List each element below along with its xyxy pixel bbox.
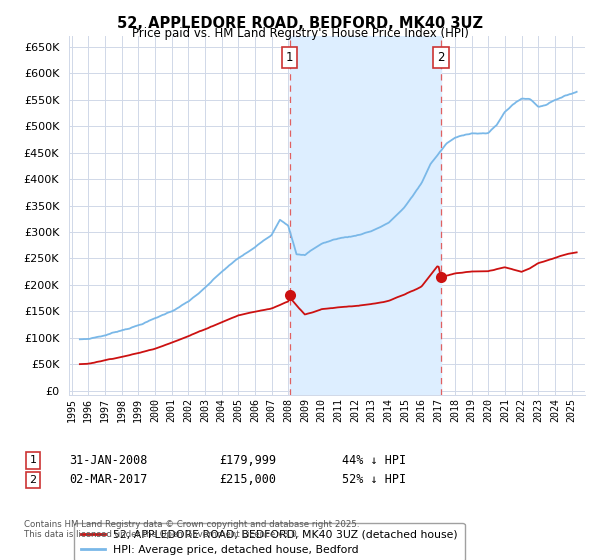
Text: £215,000: £215,000 — [219, 473, 276, 487]
Text: 1: 1 — [29, 455, 37, 465]
Text: 02-MAR-2017: 02-MAR-2017 — [69, 473, 148, 487]
Text: 44% ↓ HPI: 44% ↓ HPI — [342, 454, 406, 467]
Legend: 52, APPLEDORE ROAD, BEDFORD, MK40 3UZ (detached house), HPI: Average price, deta: 52, APPLEDORE ROAD, BEDFORD, MK40 3UZ (d… — [74, 523, 464, 560]
Text: 52, APPLEDORE ROAD, BEDFORD, MK40 3UZ: 52, APPLEDORE ROAD, BEDFORD, MK40 3UZ — [117, 16, 483, 31]
Text: 2: 2 — [29, 475, 37, 485]
Bar — [290, 36, 441, 395]
Text: 2: 2 — [437, 51, 445, 64]
Text: Contains HM Land Registry data © Crown copyright and database right 2025.
This d: Contains HM Land Registry data © Crown c… — [24, 520, 359, 539]
Text: 52% ↓ HPI: 52% ↓ HPI — [342, 473, 406, 487]
Text: 31-JAN-2008: 31-JAN-2008 — [69, 454, 148, 467]
Text: 1: 1 — [286, 51, 293, 64]
Text: £179,999: £179,999 — [219, 454, 276, 467]
Text: Price paid vs. HM Land Registry's House Price Index (HPI): Price paid vs. HM Land Registry's House … — [131, 27, 469, 40]
